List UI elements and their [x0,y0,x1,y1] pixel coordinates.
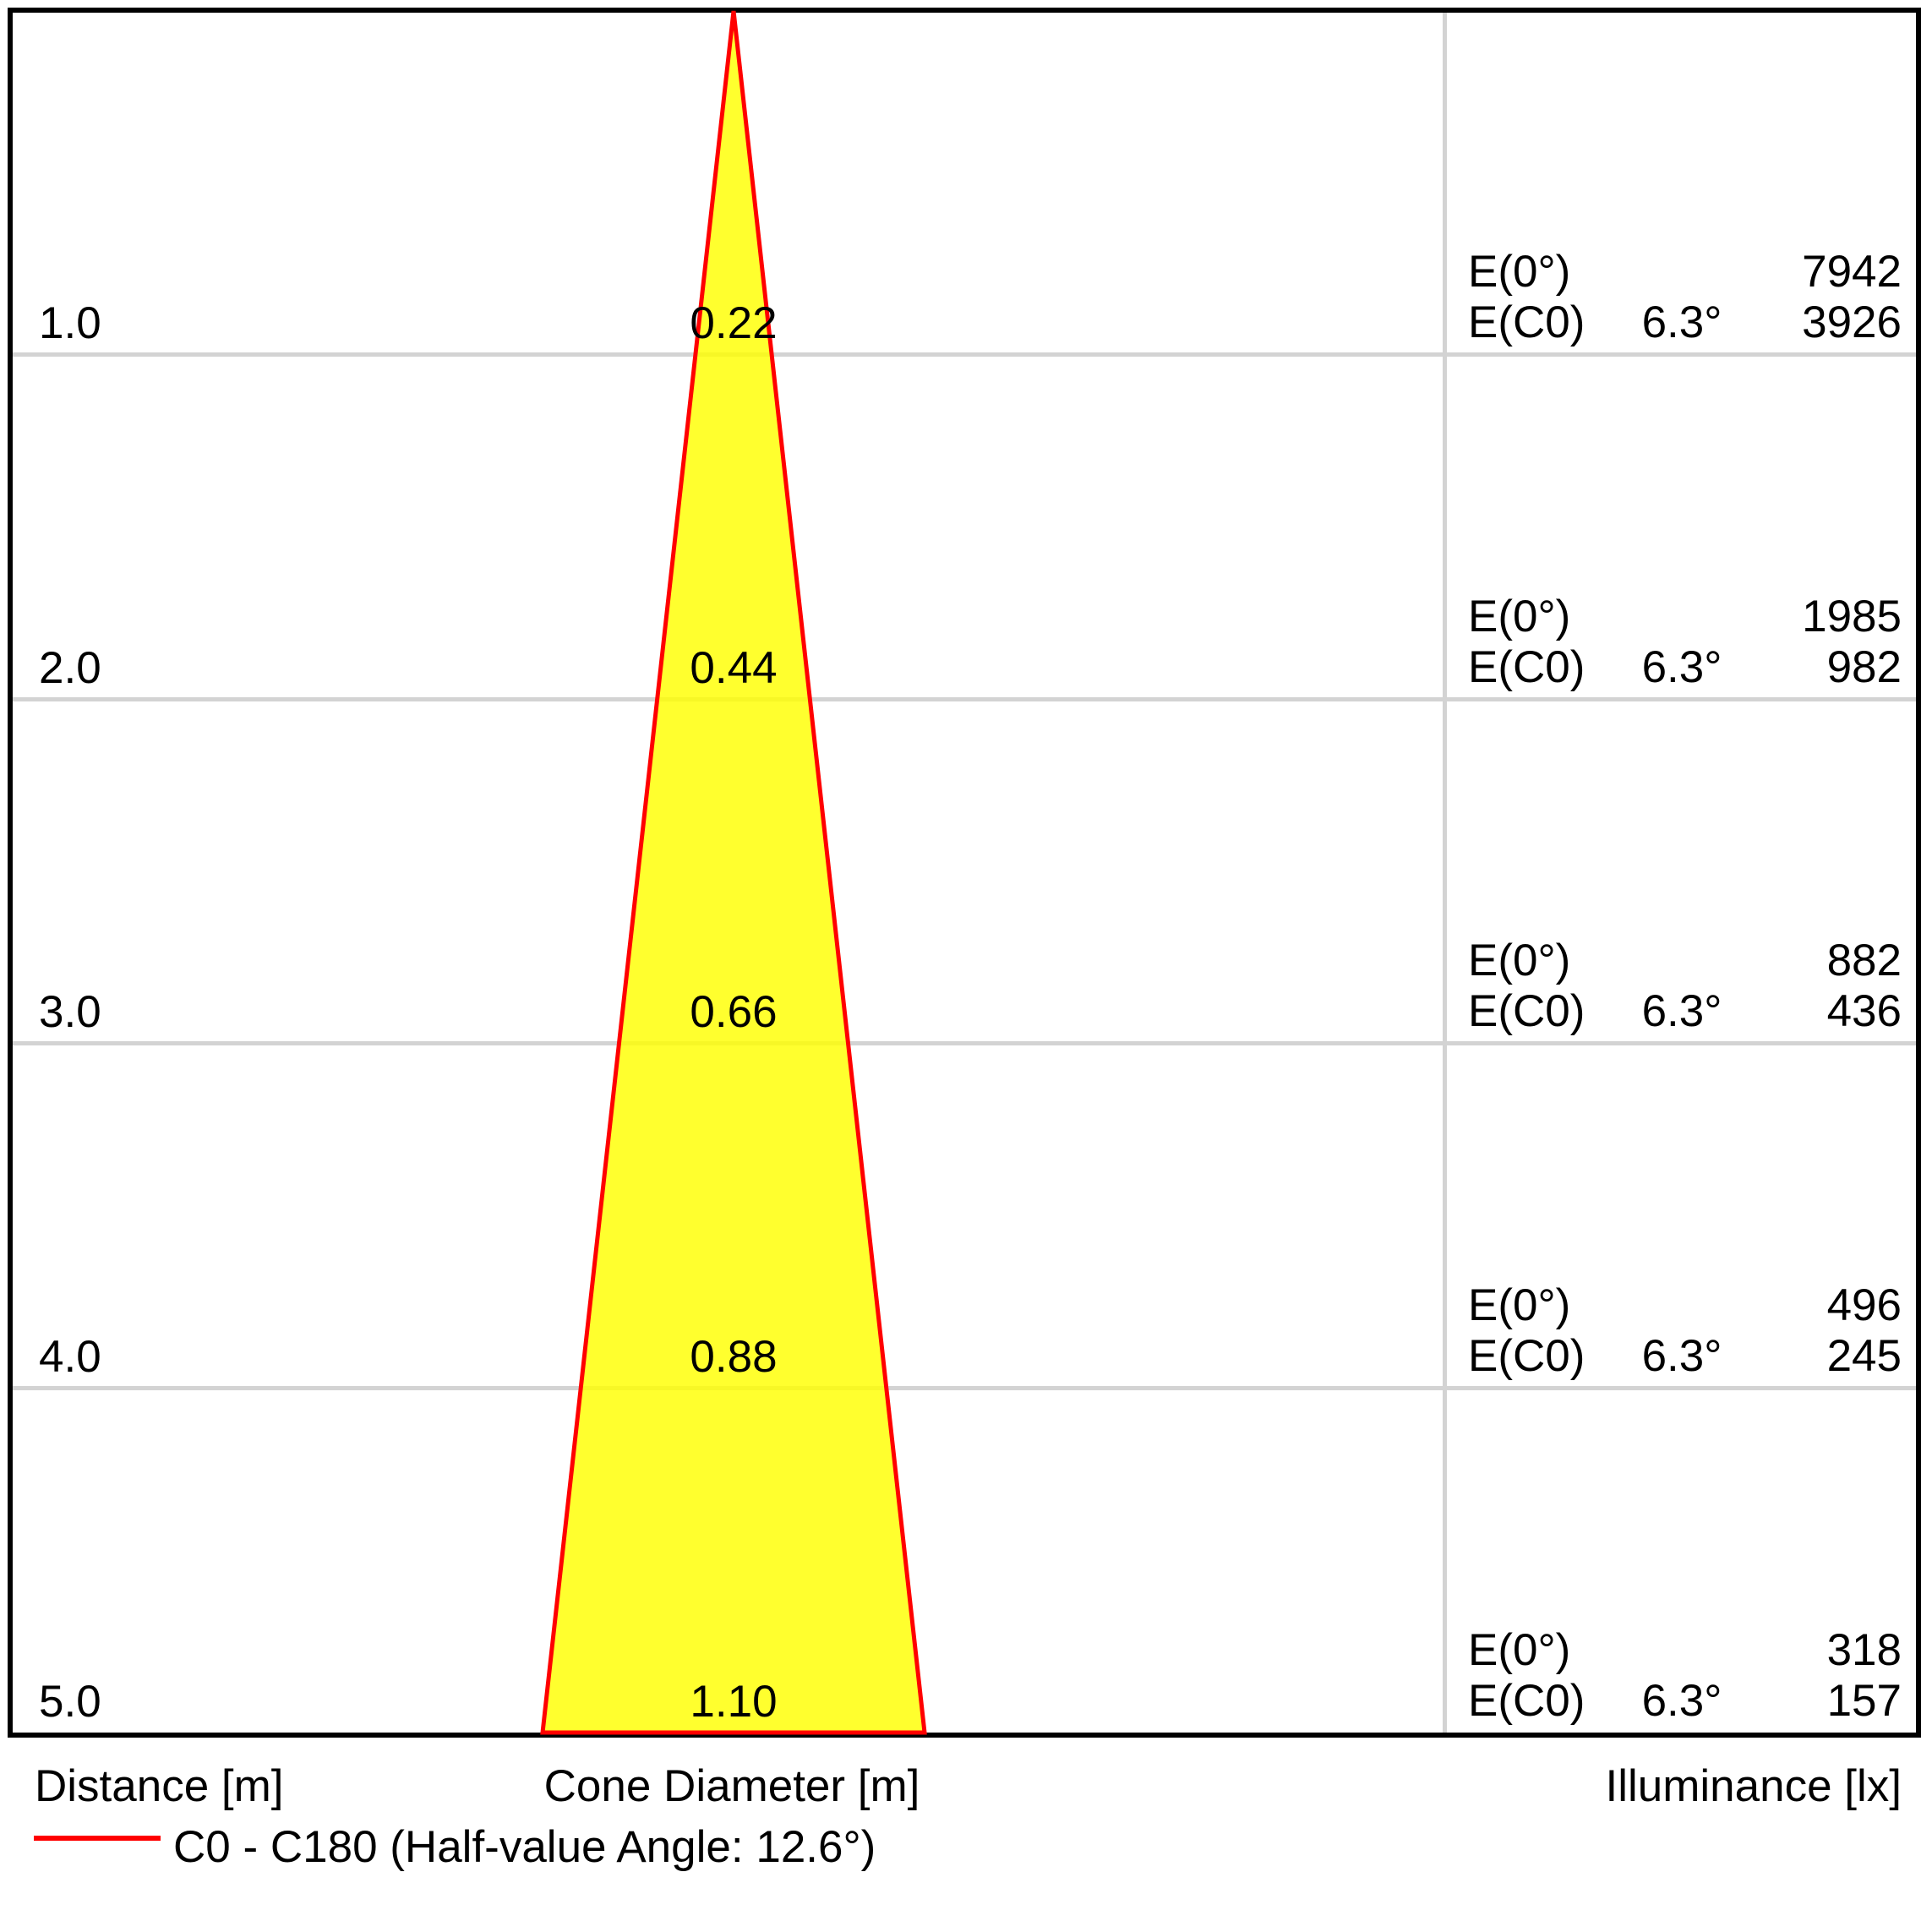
ec0-label: E(C0) [1468,642,1585,692]
ec0-value: 3926 [1802,297,1902,347]
e0-label: E(0°) [1468,1280,1571,1330]
cone-polygon [540,10,927,1735]
ec0-label: E(C0) [1468,986,1585,1036]
ec0-value: 982 [1826,642,1902,692]
legend-label: C0 - C180 (Half-value Angle: 12.6°) [173,1822,876,1872]
legend-line-swatch [34,1836,161,1841]
e0-value: 496 [1826,1280,1902,1330]
illuminance-row-1: E(0°) 7942 E(C0) 6.3° 3926 [1468,247,1902,348]
distance-value-1: 1.0 [39,298,101,348]
e0-label: E(0°) [1468,1625,1571,1675]
distance-value-5: 5.0 [39,1677,101,1727]
cone-diameter-value-2: 0.44 [690,643,778,693]
beam-angle: 6.3° [1641,642,1722,692]
cone-diameter-value-4: 0.88 [690,1332,778,1382]
cone-diameter-axis-label: Cone Diameter [m] [543,1761,920,1811]
e0-value: 7942 [1802,247,1902,297]
gridline-3m [13,1041,1917,1045]
ec0-label: E(C0) [1468,297,1585,347]
gridline-4m [13,1386,1917,1390]
e0-label: E(0°) [1468,247,1571,297]
illuminance-row-4: E(0°) 496 E(C0) 6.3° 245 [1468,1280,1902,1382]
panel-divider [1443,13,1447,1733]
ec0-value: 436 [1826,986,1902,1036]
e0-value: 318 [1826,1625,1902,1675]
beam-angle: 6.3° [1641,297,1722,347]
cone-diameter-value-1: 0.22 [690,298,778,348]
e0-label: E(0°) [1468,592,1571,641]
ec0-label: E(C0) [1468,1676,1585,1726]
cone-diameter-value-3: 0.66 [690,987,778,1037]
distance-axis-label: Distance [m] [35,1761,284,1811]
e0-value: 1985 [1802,592,1902,641]
distance-value-3: 3.0 [39,987,101,1037]
illuminance-row-3: E(0°) 882 E(C0) 6.3° 436 [1468,936,1902,1037]
ec0-value: 245 [1826,1331,1902,1381]
beam-angle: 6.3° [1641,986,1722,1036]
distance-value-2: 2.0 [39,643,101,693]
illuminance-axis-label: Illuminance [lx] [1605,1761,1902,1811]
ec0-label: E(C0) [1468,1331,1585,1381]
illuminance-row-2: E(0°) 1985 E(C0) 6.3° 982 [1468,592,1902,693]
e0-label: E(0°) [1468,936,1571,985]
illuminance-row-5: E(0°) 318 E(C0) 6.3° 157 [1468,1625,1902,1727]
cone-diameter-value-5: 1.10 [690,1677,778,1727]
gridline-1m [13,352,1917,357]
distance-value-4: 4.0 [39,1332,101,1382]
chart-frame [8,8,1921,1738]
beam-angle: 6.3° [1641,1331,1722,1381]
ec0-value: 157 [1826,1676,1902,1726]
e0-value: 882 [1826,936,1902,985]
gridline-2m [13,697,1917,701]
beam-angle: 6.3° [1641,1676,1722,1726]
